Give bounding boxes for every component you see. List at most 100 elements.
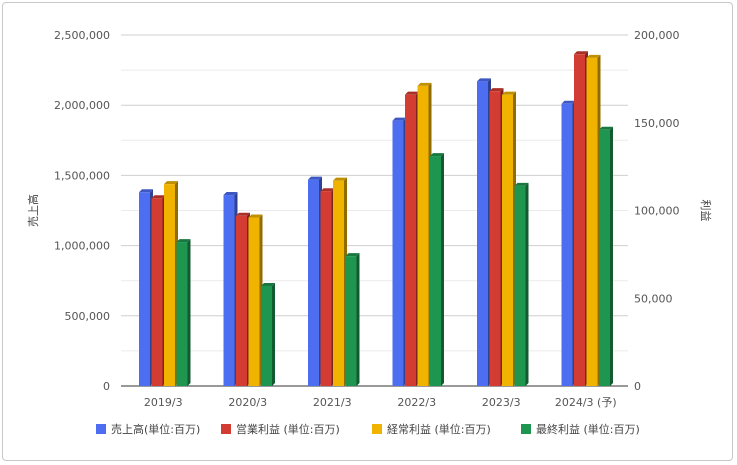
bar: [514, 182, 529, 386]
bar-front: [430, 156, 441, 386]
legend: 売上高(単位:百万) 営業利益 (単位:百万) 経常利益 (単位:百万) 最終利益 (…: [96, 422, 640, 436]
bar-front: [139, 192, 150, 386]
x-axis-ticks: 2019/3 2020/3 2021/3 2022/3 2023/3 2024/3 (予): [144, 396, 617, 409]
bar: [345, 253, 360, 386]
bar-front: [345, 256, 357, 386]
bar-top: [514, 182, 529, 186]
x-tick-label: 2024/3 (予): [555, 396, 617, 409]
bar: [502, 91, 516, 387]
right-axis-ticks: 0 50,000 100,000 150,000 200,000: [634, 29, 680, 393]
bar-side: [441, 153, 444, 386]
bar-top: [320, 188, 335, 192]
x-tick-label: 2021/3: [313, 396, 352, 409]
bar-top: [248, 214, 263, 218]
legend-item: 最終利益 (単位:百万): [521, 422, 640, 436]
bar: [489, 88, 504, 386]
bar-front: [248, 217, 260, 386]
bar: [308, 176, 322, 386]
bar-front: [308, 179, 319, 386]
left-tick-label: 2,000,000: [54, 99, 110, 112]
right-tick-label: 0: [634, 380, 641, 393]
right-axis-title: 利益: [699, 200, 713, 222]
bar-front: [405, 94, 416, 387]
legend-label: 営業利益 (単位:百万): [236, 422, 340, 436]
bar-front: [514, 185, 526, 386]
bar-top: [430, 153, 444, 157]
bar-side: [610, 126, 613, 387]
bar-front: [151, 198, 163, 386]
bar: [151, 195, 166, 386]
bar-front: [392, 120, 404, 387]
bar-front: [417, 85, 429, 387]
left-axis-title: 売上高: [26, 194, 40, 227]
bar: [430, 153, 444, 386]
legend-label: 経常利益 (単位:百万): [387, 422, 491, 436]
bar: [574, 51, 588, 387]
x-tick-label: 2020/3: [228, 396, 267, 409]
bar-top: [502, 91, 516, 95]
bar: [320, 188, 335, 386]
bar: [477, 78, 491, 386]
bar: [176, 239, 191, 386]
bar: [561, 100, 576, 387]
bar-top: [477, 78, 491, 82]
left-tick-label: 0: [103, 380, 110, 393]
bar-top: [333, 177, 347, 181]
bar-front: [561, 103, 573, 387]
bar-front: [586, 57, 598, 386]
legend-item: 営業利益 (単位:百万): [221, 422, 340, 436]
legend-label: 最終利益 (単位:百万): [536, 422, 640, 436]
bar-top: [223, 192, 238, 196]
bar-top: [599, 126, 613, 130]
bar-top: [164, 181, 178, 185]
bar-front: [261, 285, 272, 386]
bar: [333, 177, 347, 386]
bar-top: [561, 100, 576, 104]
bar-top: [392, 117, 407, 121]
bar-front: [236, 215, 247, 386]
bar-front: [599, 129, 610, 386]
legend-label: 売上高(単位:百万): [111, 422, 200, 436]
left-tick-label: 2,500,000: [54, 29, 110, 42]
bar: [261, 282, 275, 386]
right-tick-label: 150,000: [634, 117, 680, 130]
bar: [248, 214, 263, 386]
bar-side: [187, 239, 191, 386]
bars: [139, 51, 613, 387]
left-axis-ticks: 0 500,000 1,000,000 1,500,000 2,000,000 2,500…: [54, 29, 110, 393]
bar-top: [345, 253, 360, 257]
right-tick-label: 100,000: [634, 205, 680, 218]
bar-front: [574, 54, 585, 387]
bar-side: [356, 253, 360, 386]
bar: [392, 117, 407, 387]
left-tick-label: 1,000,000: [54, 240, 110, 253]
bar-top: [405, 91, 419, 95]
legend-item: 経常利益 (単位:百万): [372, 422, 491, 436]
x-tick-label: 2019/3: [144, 396, 183, 409]
right-tick-label: 200,000: [634, 29, 680, 42]
bar-top: [139, 189, 153, 193]
bar-side: [272, 282, 275, 386]
right-tick-label: 50,000: [634, 292, 673, 305]
left-tick-label: 1,500,000: [54, 169, 110, 182]
bar-top: [308, 176, 322, 180]
bar-top: [417, 82, 432, 86]
bar-top: [151, 195, 166, 199]
bar: [599, 126, 613, 387]
bar-front: [333, 180, 344, 386]
bar-front: [223, 195, 235, 386]
bar-top: [586, 54, 601, 58]
legend-swatch: [96, 424, 106, 434]
legend-item: 売上高(単位:百万): [96, 422, 200, 436]
bar: [236, 212, 250, 386]
bar: [586, 54, 601, 386]
bar: [223, 192, 238, 386]
bar-top: [261, 282, 275, 286]
bar-front: [176, 242, 188, 386]
bar-front: [320, 191, 332, 386]
legend-swatch: [372, 424, 382, 434]
bar-top: [489, 88, 504, 92]
bar-top: [574, 51, 588, 55]
legend-swatch: [521, 424, 531, 434]
